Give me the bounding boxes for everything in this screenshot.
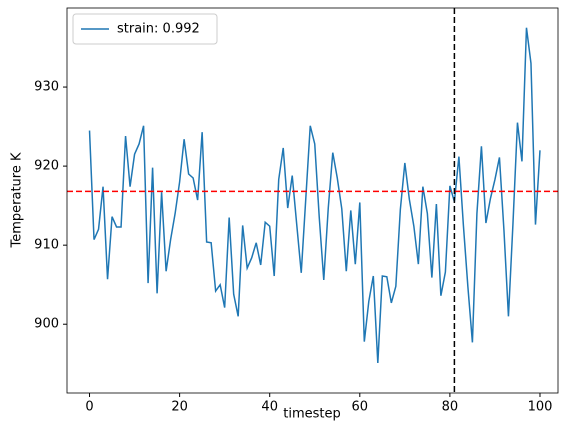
legend-label: strain: 0.992 [117,22,200,37]
y-tick-label: 910 [34,238,59,253]
x-tick-label: 60 [352,400,369,415]
x-tick-label: 100 [528,400,553,415]
y-tick-label: 930 [34,80,59,95]
data-line [88,27,541,363]
x-tick-label: 80 [442,400,459,415]
legend-box [72,13,218,45]
x-tick-label: 0 [85,400,93,415]
y-tick-label: 920 [34,159,59,174]
x-tick-label: 40 [261,400,278,415]
y-tick-label: 900 [34,317,59,332]
plot-frame [66,7,559,394]
x-tick-label: 20 [171,400,188,415]
x-axis-label: timestep [283,407,341,422]
y-axis-label: Temperature K [10,152,25,248]
